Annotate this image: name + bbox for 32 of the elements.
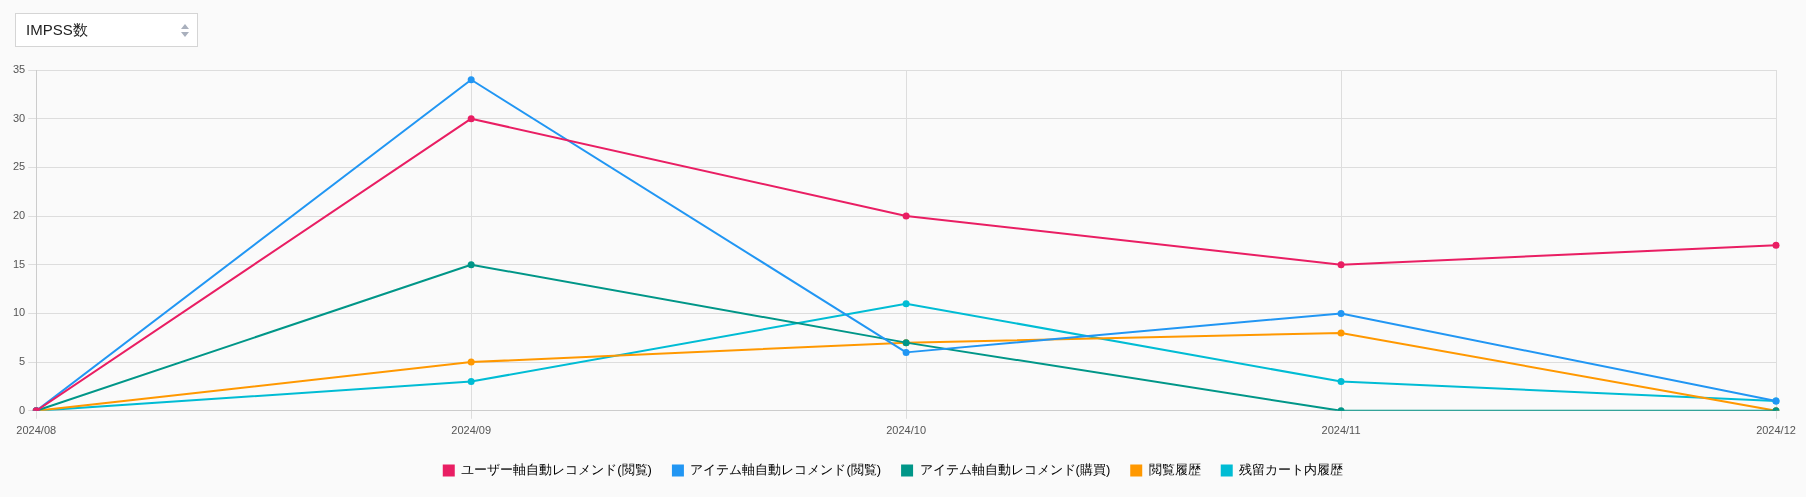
y-tick-label: 5	[19, 355, 26, 368]
point	[1772, 241, 1780, 249]
x-tick-label: 2024/12	[1756, 424, 1796, 437]
y-tick-label: 10	[12, 306, 26, 319]
point	[1337, 261, 1345, 269]
point	[467, 76, 475, 84]
legend-label: アイテム軸自動レコメンド(閲覧)	[690, 462, 882, 478]
point	[467, 115, 475, 123]
x-tick-label: 2024/08	[16, 424, 57, 437]
point	[467, 378, 475, 386]
point	[902, 300, 910, 308]
x-tick-label: 2024/11	[1321, 424, 1361, 437]
legend-label: 閲覧履歴	[1148, 462, 1201, 478]
legend-label: 残留カート内履歴	[1239, 462, 1344, 478]
legend-label: ユーザー軸自動レコメンド(閲覧)	[461, 462, 652, 478]
x-tick-label: 2024/09	[451, 424, 492, 437]
point	[902, 212, 910, 220]
point	[1337, 378, 1345, 386]
chart-title: IMPSS数	[26, 21, 88, 38]
y-tick-label: 15	[12, 257, 26, 270]
y-tick-label: 25	[12, 160, 26, 173]
point	[902, 348, 910, 356]
point	[467, 358, 475, 366]
point	[1337, 309, 1345, 317]
x-tick-label: 2024/10	[886, 424, 926, 437]
point	[1337, 329, 1345, 337]
y-tick-label: 0	[19, 403, 26, 416]
y-tick-label: 20	[12, 209, 26, 222]
y-tick-label: 35	[12, 63, 26, 76]
point	[467, 261, 475, 269]
y-tick-label: 30	[12, 111, 26, 124]
legend-label: アイテム軸自動レコメンド(購買)	[919, 462, 1111, 478]
